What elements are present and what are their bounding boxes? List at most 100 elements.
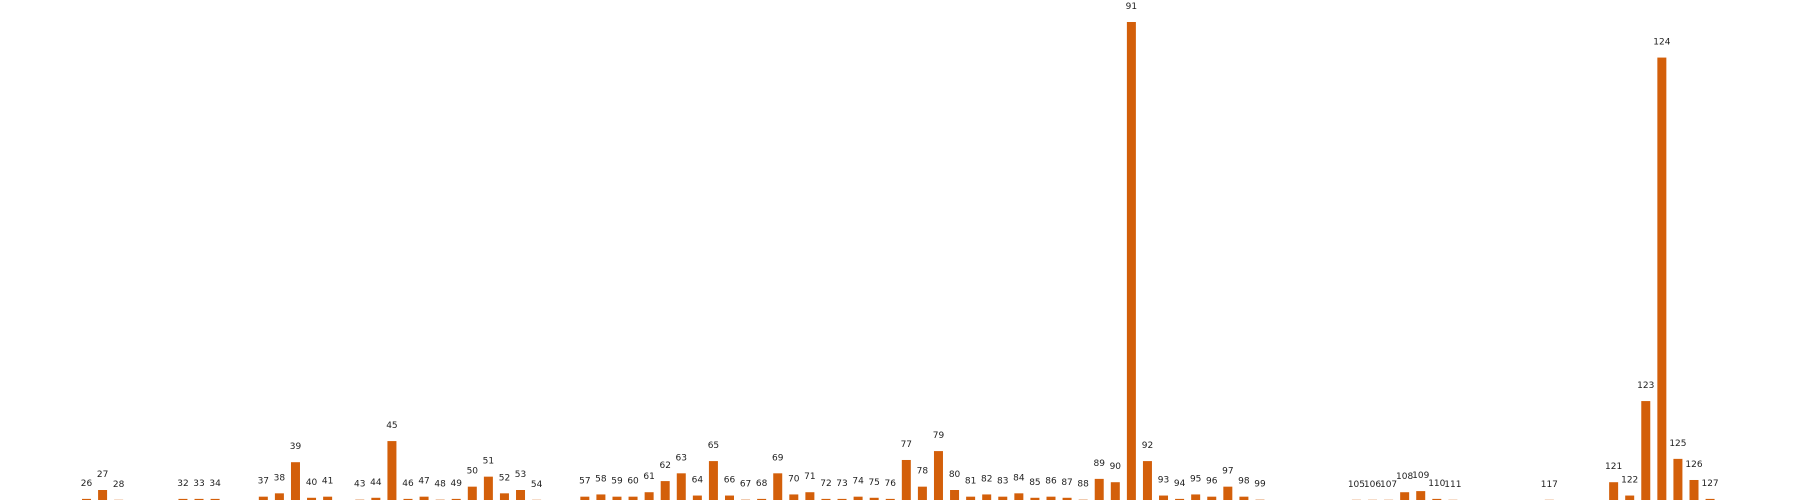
bar-label-74: 74 [852, 477, 864, 487]
bar-label-97: 97 [1222, 467, 1233, 477]
bar-label-81: 81 [965, 477, 976, 487]
bar-93 [1159, 495, 1169, 500]
bar-label-66: 66 [724, 476, 736, 486]
bar-38 [274, 493, 284, 500]
bar-label-59: 59 [611, 477, 623, 487]
bar-label-84: 84 [1013, 473, 1025, 483]
bar-121 [1609, 482, 1619, 500]
bar-label-28: 28 [113, 480, 125, 490]
bar-label-53: 53 [515, 470, 526, 480]
bar-label-87: 87 [1061, 478, 1072, 488]
bar-59 [612, 496, 622, 500]
bar-79 [933, 451, 943, 500]
bar-77 [901, 459, 911, 500]
bar-label-107: 107 [1380, 480, 1397, 490]
bar-86 [1046, 496, 1056, 500]
bar-81 [966, 496, 976, 500]
bar-label-27: 27 [97, 470, 108, 480]
bar-71 [805, 492, 815, 500]
bar-94 [1175, 498, 1185, 500]
bar-126 [1689, 479, 1699, 500]
bar-32 [178, 498, 188, 500]
bar-124 [1657, 57, 1667, 500]
bar-66 [725, 495, 734, 500]
bar-58 [596, 494, 606, 500]
bar-53 [516, 490, 526, 500]
bar-label-60: 60 [627, 477, 639, 487]
bar-label-38: 38 [274, 473, 286, 483]
bar-label-125: 125 [1669, 439, 1686, 449]
bar-75 [869, 497, 879, 500]
bar-label-62: 62 [659, 461, 670, 471]
bar-69 [773, 473, 783, 500]
bar-49 [451, 498, 461, 500]
bar-label-82: 82 [981, 474, 992, 484]
bar-76 [885, 498, 895, 500]
bar-27 [98, 490, 108, 500]
bar-label-111: 111 [1444, 480, 1461, 490]
bar-label-70: 70 [788, 474, 800, 484]
bar-57 [580, 496, 590, 500]
bar-125 [1673, 458, 1683, 500]
bar-label-39: 39 [290, 442, 302, 452]
bar-label-26: 26 [81, 479, 93, 489]
bar-label-99: 99 [1254, 480, 1266, 490]
bar-91 [1126, 22, 1136, 500]
bar-label-63: 63 [676, 453, 687, 463]
bar-label-88: 88 [1077, 480, 1089, 490]
bar-label-75: 75 [868, 478, 879, 488]
bar-label-54: 54 [531, 480, 543, 490]
bar-label-80: 80 [949, 470, 961, 480]
bar-127 [1705, 498, 1715, 500]
bar-78 [917, 486, 927, 500]
bar-64 [692, 495, 702, 500]
bar-label-65: 65 [708, 441, 719, 451]
bar-98 [1239, 496, 1249, 500]
bar-label-91: 91 [1126, 2, 1137, 12]
bar-label-85: 85 [1029, 478, 1040, 488]
bar-label-41: 41 [322, 477, 333, 487]
bar-label-45: 45 [386, 421, 397, 431]
bar-label-106: 106 [1364, 480, 1381, 490]
bar-label-68: 68 [756, 479, 768, 489]
bar-label-121: 121 [1605, 462, 1622, 472]
bar-110 [1432, 498, 1442, 500]
bar-label-64: 64 [692, 476, 704, 486]
bar-73 [837, 498, 847, 500]
bar-label-90: 90 [1110, 462, 1122, 472]
bar-80 [950, 490, 960, 500]
bar-label-117: 117 [1541, 480, 1558, 490]
bar-label-94: 94 [1174, 479, 1186, 489]
bar-label-73: 73 [836, 479, 847, 489]
bar-label-98: 98 [1238, 477, 1250, 487]
bar-123 [1641, 401, 1651, 500]
bar-label-83: 83 [997, 477, 1008, 487]
bar-74 [853, 496, 863, 500]
bar-label-77: 77 [901, 440, 912, 450]
bar-51 [483, 476, 493, 500]
bar-41 [323, 496, 333, 500]
bar-label-72: 72 [820, 479, 831, 489]
bar-label-79: 79 [933, 431, 945, 441]
bar-label-76: 76 [885, 479, 897, 489]
bar-95 [1191, 494, 1201, 500]
bar-40 [307, 497, 317, 500]
bar-label-44: 44 [370, 478, 382, 488]
bar-82 [982, 494, 992, 500]
bar-label-32: 32 [177, 479, 188, 489]
bar-90 [1110, 482, 1120, 500]
bar-label-46: 46 [402, 479, 414, 489]
bar-label-92: 92 [1142, 441, 1153, 451]
bar-89 [1094, 478, 1104, 500]
bar-34 [210, 498, 220, 500]
bar-84 [1014, 493, 1024, 500]
bar-label-127: 127 [1701, 479, 1718, 489]
bar-label-78: 78 [917, 467, 929, 477]
bar-label-124: 124 [1653, 38, 1670, 48]
bar-97 [1223, 486, 1233, 500]
bar-83 [998, 496, 1008, 500]
bar-label-108: 108 [1396, 472, 1413, 482]
bar-label-122: 122 [1621, 476, 1638, 486]
bar-85 [1030, 497, 1040, 500]
bar-label-37: 37 [258, 477, 269, 487]
